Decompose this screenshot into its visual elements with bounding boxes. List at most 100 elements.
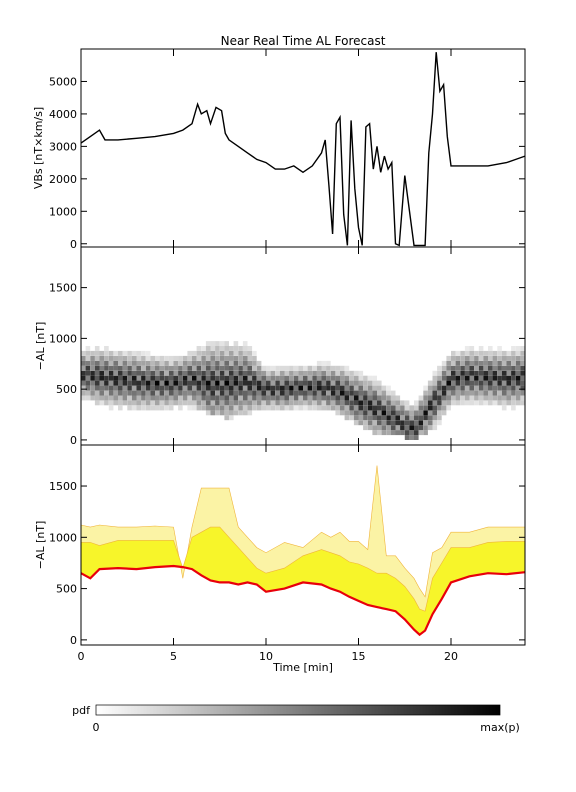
pdf-cell bbox=[340, 410, 345, 416]
pdf-cell bbox=[460, 355, 465, 361]
pdf-cell bbox=[381, 395, 387, 401]
pdf-cell bbox=[215, 380, 220, 386]
pdf-cell bbox=[390, 415, 396, 421]
pdf-cell bbox=[330, 380, 336, 386]
pdf-cell bbox=[326, 375, 331, 381]
xtick-label: 10 bbox=[259, 650, 273, 663]
pdf-cell bbox=[210, 395, 216, 401]
pdf-cell bbox=[377, 385, 382, 391]
pdf-cell bbox=[215, 341, 220, 346]
pdf-cell bbox=[515, 346, 521, 351]
pdf-cell bbox=[229, 360, 234, 366]
pdf-cell bbox=[441, 405, 447, 411]
pdf-cell bbox=[423, 395, 428, 401]
pdf-cell bbox=[386, 425, 391, 431]
pdf-cell bbox=[205, 400, 211, 406]
pdf-cell bbox=[441, 400, 447, 406]
pdf-cell bbox=[358, 410, 364, 416]
pdf-cell bbox=[155, 355, 160, 361]
pdf-cell bbox=[136, 370, 142, 376]
ytick-label: 500 bbox=[56, 583, 77, 596]
pdf-cell bbox=[275, 380, 280, 386]
pdf-cell bbox=[367, 380, 373, 386]
pdf-cell bbox=[464, 355, 470, 361]
xtick-label: 0 bbox=[78, 650, 85, 663]
pdf-cell bbox=[330, 365, 336, 371]
pdf-cell bbox=[219, 400, 225, 406]
pdf-cell bbox=[451, 390, 456, 396]
pdf-cell bbox=[464, 380, 470, 386]
pdf-cell bbox=[520, 395, 525, 401]
pdf-cell bbox=[501, 395, 507, 401]
pdf-cell bbox=[196, 380, 202, 386]
pdf-cell bbox=[224, 360, 229, 366]
pdf-cell bbox=[113, 370, 118, 376]
pdf-cell bbox=[367, 385, 373, 391]
pdf-cell bbox=[131, 390, 137, 396]
pdf-cell bbox=[141, 355, 146, 361]
pdf-cell bbox=[155, 375, 160, 381]
pdf-cell bbox=[99, 360, 105, 366]
colorbar-label: pdf bbox=[72, 704, 91, 717]
pdf-cell bbox=[192, 395, 197, 401]
pdf-cell bbox=[432, 390, 438, 396]
pdf-cell bbox=[164, 405, 169, 411]
pdf-cell bbox=[386, 410, 391, 416]
pdf-cell bbox=[460, 395, 465, 401]
ytick-label: 500 bbox=[56, 383, 77, 396]
pdf-cell bbox=[85, 360, 91, 366]
pdf-cell bbox=[136, 405, 142, 411]
pdf-cell bbox=[363, 395, 368, 401]
pdf-cell bbox=[266, 380, 271, 386]
pdf-cell bbox=[404, 415, 410, 421]
pdf-cell bbox=[201, 390, 206, 396]
pdf-cell bbox=[261, 370, 266, 376]
pdf-cell bbox=[289, 365, 294, 371]
pdf-cell bbox=[335, 400, 340, 406]
pdf-cell bbox=[159, 405, 165, 411]
pdf-cell bbox=[414, 410, 419, 416]
pdf-cell bbox=[279, 390, 285, 396]
pdf-cell bbox=[192, 360, 197, 366]
pdf-cell bbox=[381, 420, 387, 426]
pdf-cell bbox=[242, 390, 248, 396]
pdf-cell bbox=[155, 390, 160, 396]
pdf-cell bbox=[307, 405, 313, 411]
pdf-cell bbox=[90, 395, 95, 401]
pdf-cell bbox=[242, 410, 248, 416]
pdf-cell bbox=[446, 385, 451, 391]
pdf-cell bbox=[224, 346, 229, 351]
pdf-cell bbox=[168, 400, 174, 406]
pdf-cell bbox=[303, 375, 308, 381]
pdf-cell bbox=[464, 400, 470, 406]
pdf-cell bbox=[520, 346, 525, 351]
pdf-cell bbox=[127, 360, 132, 366]
pdf-cell bbox=[367, 405, 373, 411]
pdf-cell bbox=[178, 395, 183, 401]
panel-pdf-ylabel: −AL [nT] bbox=[34, 322, 47, 371]
ytick-label: 0 bbox=[70, 238, 77, 251]
pdf-cell bbox=[205, 355, 211, 361]
pdf-cell bbox=[293, 375, 299, 381]
pdf-cell bbox=[252, 395, 257, 401]
pdf-cell bbox=[506, 365, 512, 371]
pdf-cell bbox=[210, 400, 216, 406]
pdf-cell bbox=[270, 400, 276, 406]
pdf-cell bbox=[104, 400, 109, 406]
pdf-cell bbox=[478, 385, 484, 391]
pdf-cell bbox=[118, 380, 123, 386]
pdf-cell bbox=[501, 350, 507, 356]
pdf-cell bbox=[178, 360, 183, 366]
colorbar-min-label: 0 bbox=[93, 721, 100, 734]
pdf-cell bbox=[460, 390, 465, 396]
pdf-cell bbox=[497, 370, 502, 376]
pdf-cell bbox=[261, 380, 266, 386]
pdf-cell bbox=[483, 390, 488, 396]
pdf-cell bbox=[488, 380, 493, 386]
pdf-cell bbox=[136, 355, 142, 361]
pdf-cell bbox=[372, 375, 377, 381]
pdf-cell bbox=[99, 385, 105, 391]
pdf-cell bbox=[390, 390, 396, 396]
pdf-cell bbox=[446, 400, 451, 406]
pdf-cell bbox=[270, 395, 276, 401]
